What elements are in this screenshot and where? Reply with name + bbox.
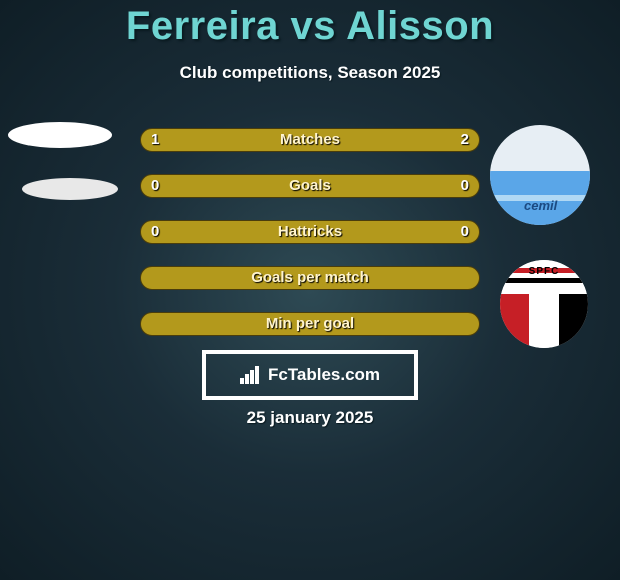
brand-box: FcTables.com xyxy=(202,350,418,400)
comparison-bar: Min per goal xyxy=(140,312,480,336)
team-logo-left xyxy=(22,178,118,200)
team-logo-right: SPFC xyxy=(500,260,588,348)
bar-track: Goals per match xyxy=(140,266,480,290)
spfc-panel-red xyxy=(500,294,529,348)
spfc-label: SPFC xyxy=(500,266,588,277)
bar-track: 00Hattricks xyxy=(140,220,480,244)
player-avatar-right: cemil xyxy=(490,125,590,225)
bar-track: Min per goal xyxy=(140,312,480,336)
spfc-shield xyxy=(500,294,588,348)
chart-icon xyxy=(240,366,262,384)
spfc-panel-black xyxy=(559,294,588,348)
page-title: Ferreira vs Alisson xyxy=(0,4,620,49)
player-avatar-left-1 xyxy=(8,122,112,148)
comparison-bar: 12Matches xyxy=(140,128,480,152)
comparison-bar: Goals per match xyxy=(140,266,480,290)
bar-label: Min per goal xyxy=(141,315,479,332)
bar-label: Matches xyxy=(141,131,479,148)
comparison-bar: 00Goals xyxy=(140,174,480,198)
comparison-bar: 00Hattricks xyxy=(140,220,480,244)
bar-track: 00Goals xyxy=(140,174,480,198)
spfc-panel-white xyxy=(529,294,559,348)
bar-label: Hattricks xyxy=(141,223,479,240)
subtitle: Club competitions, Season 2025 xyxy=(0,63,620,83)
bar-label: Goals xyxy=(141,177,479,194)
brand-text: FcTables.com xyxy=(268,365,380,385)
infographic-container: { "title": "Ferreira vs Alisson", "subti… xyxy=(0,0,620,580)
spfc-header: SPFC xyxy=(500,260,588,294)
bar-label: Goals per match xyxy=(141,269,479,286)
spfc-stripe-black xyxy=(500,278,588,283)
jersey-sponsor-text: cemil xyxy=(524,198,557,213)
date-text: 25 january 2025 xyxy=(0,408,620,428)
bar-track: 12Matches xyxy=(140,128,480,152)
